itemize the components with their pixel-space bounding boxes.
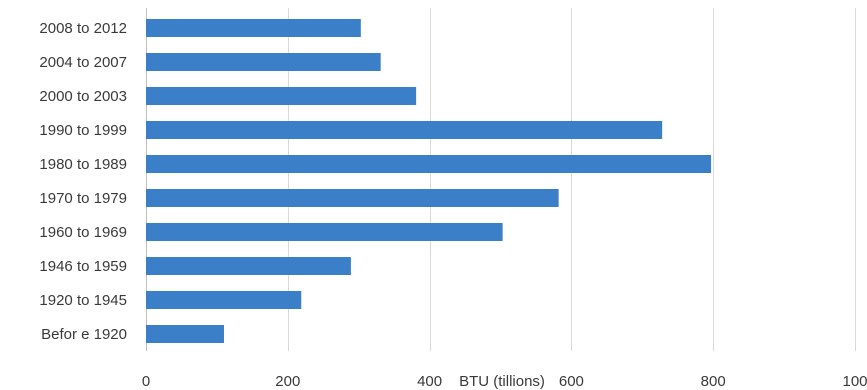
category-label: 1920 to 1945 <box>39 292 127 309</box>
category-label: Befor e 1920 <box>41 326 127 343</box>
x-tick-label: 400 <box>417 373 442 390</box>
x-tick-label: 0 <box>142 373 150 390</box>
bar <box>146 19 361 37</box>
x-tick-label: 200 <box>275 373 300 390</box>
bar <box>146 87 417 105</box>
x-tick-label: 600 <box>559 373 584 390</box>
category-label: 1990 to 1999 <box>39 122 127 139</box>
bar <box>146 291 302 309</box>
bar <box>146 155 712 173</box>
bar <box>146 257 351 275</box>
bar <box>146 53 381 71</box>
category-label: 1970 to 1979 <box>39 190 127 207</box>
category-label: 2008 to 2012 <box>39 20 127 37</box>
bars <box>146 19 712 343</box>
x-tick-label: 100 <box>842 373 867 390</box>
bar <box>146 325 224 343</box>
category-labels: 2008 to 2012 2004 to 2007 2000 to 2003 1990… <box>39 20 127 343</box>
bar <box>146 223 503 241</box>
category-label: 2004 to 2007 <box>39 54 127 71</box>
x-tick-label: 800 <box>701 373 726 390</box>
category-label: 2000 to 2003 <box>39 88 127 105</box>
x-tick-labels: 0 200 400 600 800 100 <box>142 373 867 390</box>
bar <box>146 189 559 207</box>
bar <box>146 121 663 139</box>
category-label: 1960 to 1969 <box>39 224 127 241</box>
category-label: 1946 to 1959 <box>39 258 127 275</box>
x-axis-title: BTU (tillions) <box>459 373 545 390</box>
category-label: 1980 to 1989 <box>39 156 127 173</box>
